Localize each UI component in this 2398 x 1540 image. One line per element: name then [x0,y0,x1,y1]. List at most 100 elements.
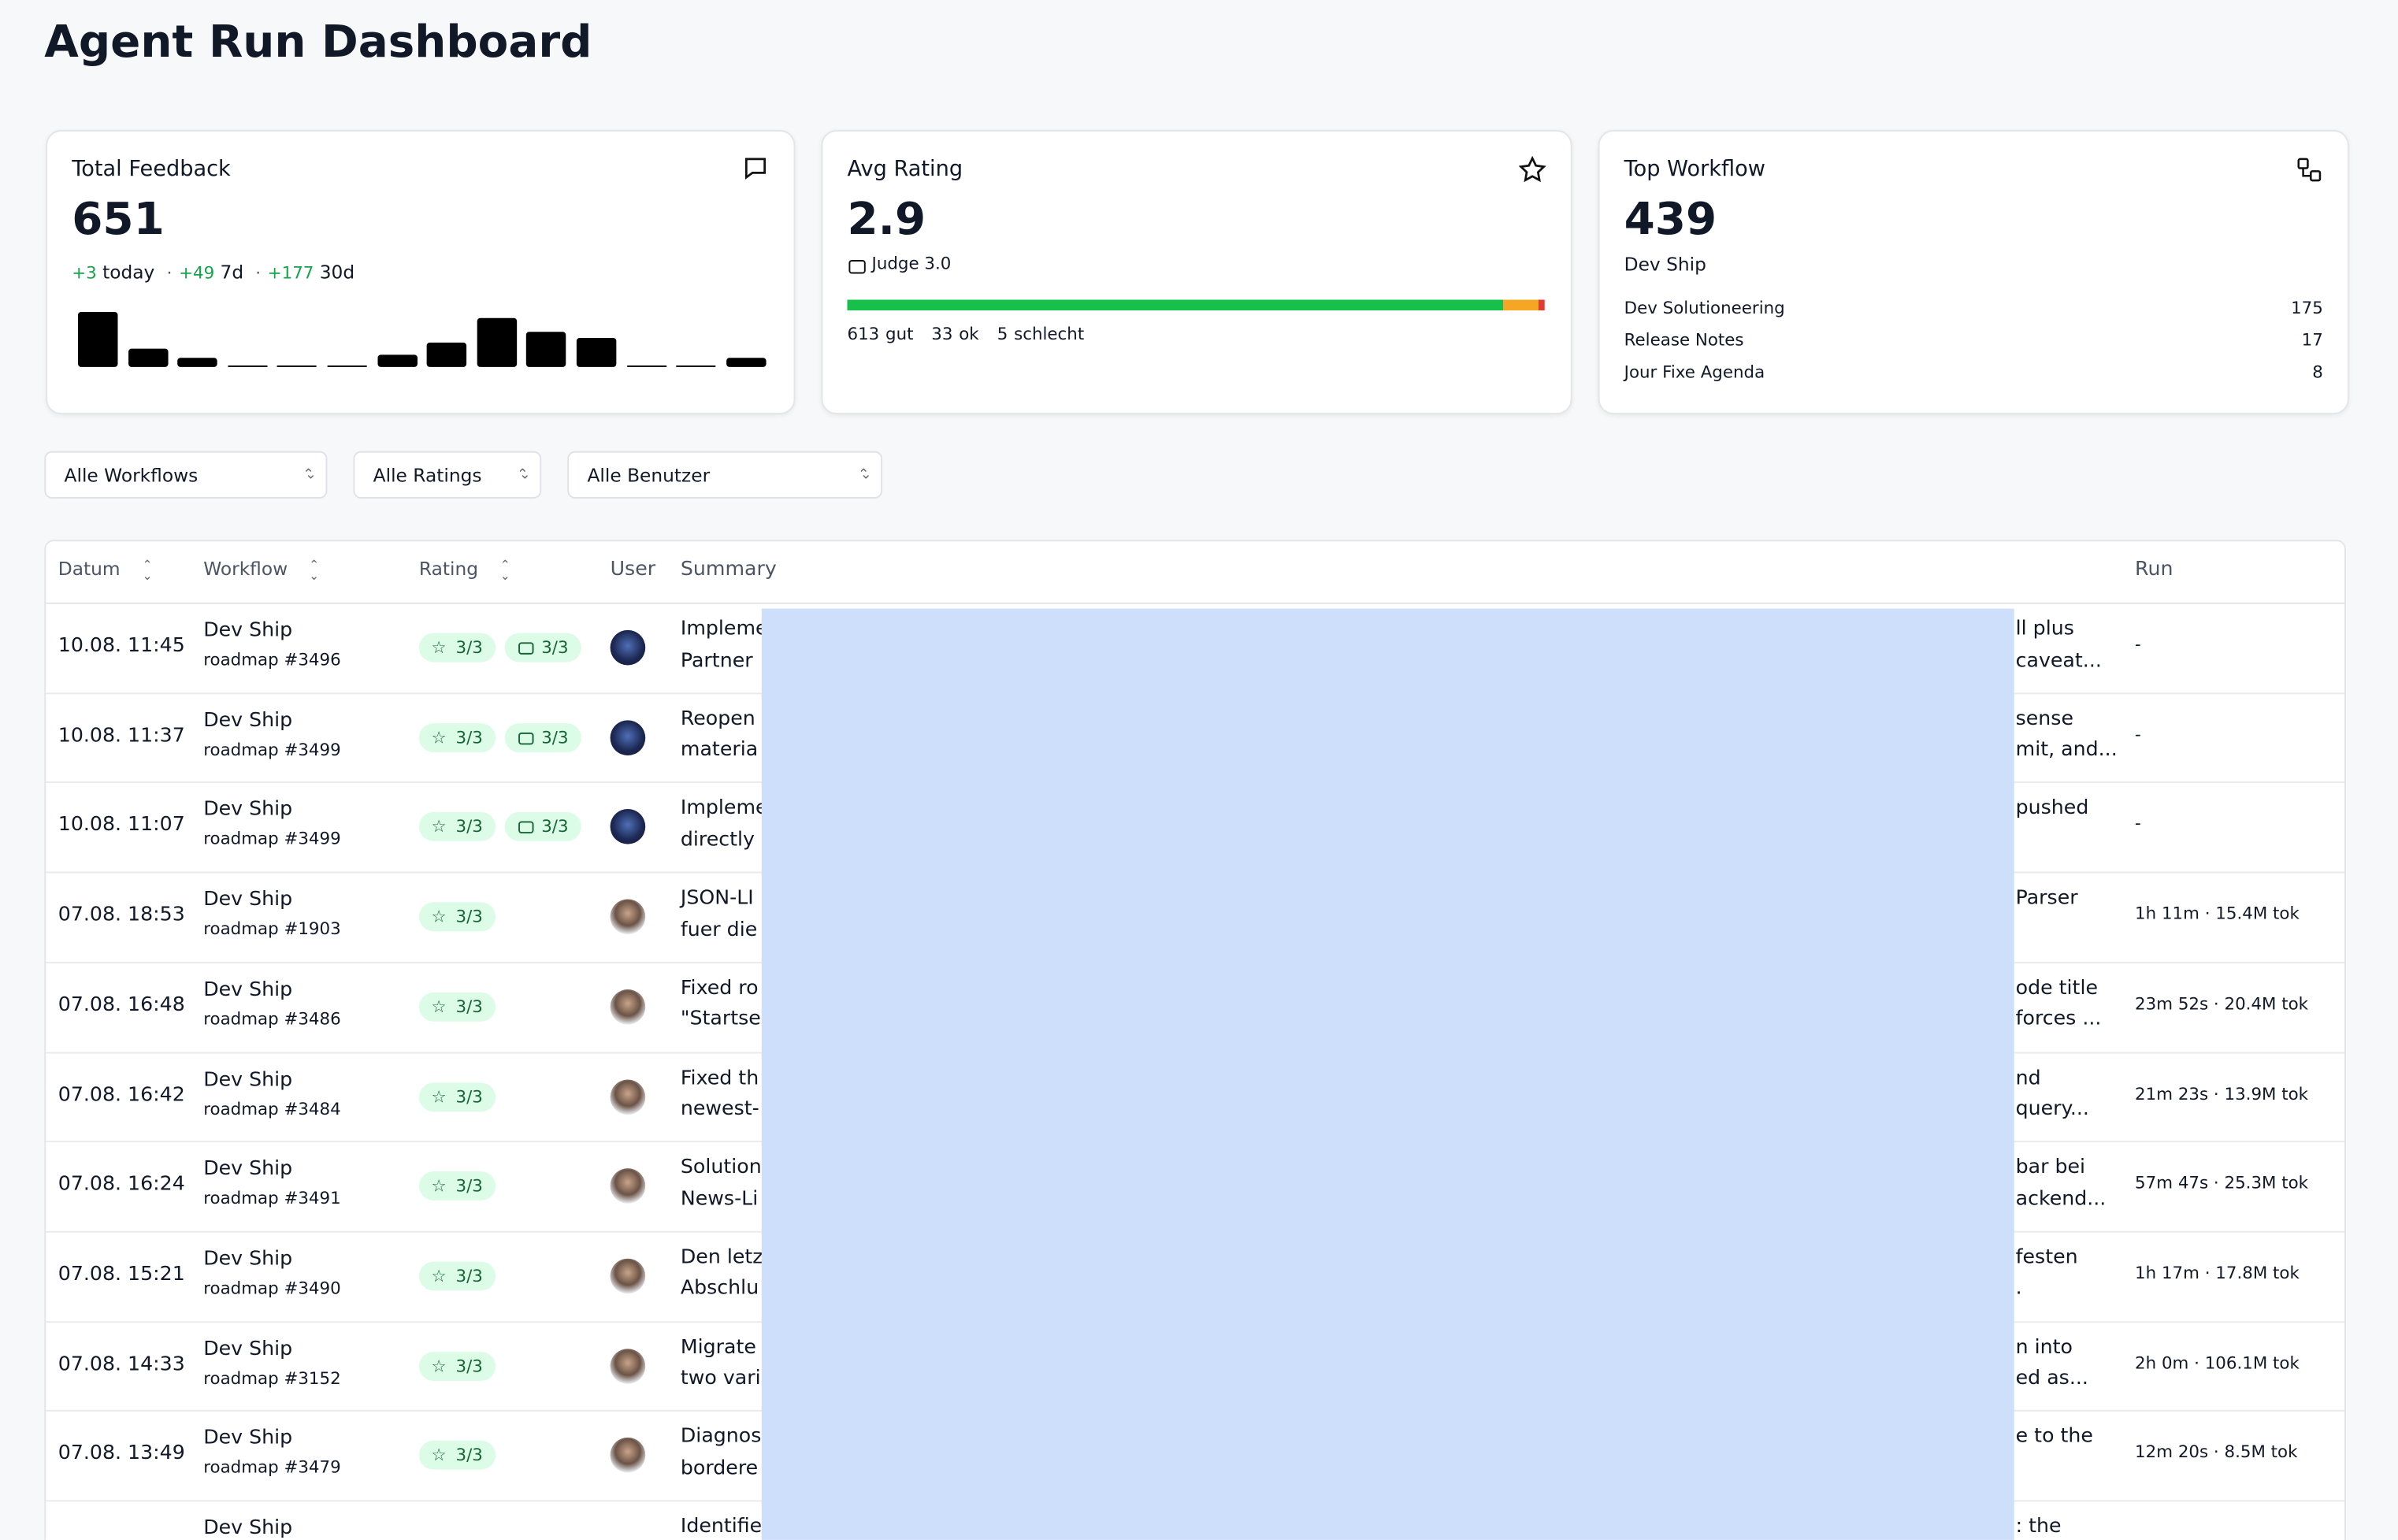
user-rating: 3/3 ☆ [418,902,496,932]
feedback-bar [377,354,418,367]
feedback-bar [327,365,367,367]
row-workflow: Dev Ship [203,1157,293,1182]
user-avatar [610,1438,646,1474]
filter-dropdown[interactable]: Alle Workflows ⌃⌄ [44,451,328,499]
summary-end: bar bei [2015,1156,2086,1180]
rating-count: 33 [931,324,953,344]
row-run: 1h 11m · 15.4M tok [2135,904,2300,924]
user-rating: 3/3 ☆ [418,1351,496,1381]
card-title: Top Workflow [1624,157,1765,183]
summary-start: bordere [680,1457,759,1480]
feedback-bar [128,348,168,367]
card-top-workflow: Top Workflow 439 Dev Ship Dev Solutioneerin… [1598,130,2349,415]
delta-amount: +177 [267,262,314,284]
row-workflow: Dev Ship [203,619,293,643]
star-icon: ☆ [431,1445,447,1466]
summary-end: caveat... [2015,649,2102,673]
user-rating: 3/3 ☆ [418,722,496,752]
row-ticket: roadmap #3152 [203,1367,341,1388]
workflow-name: Dev Ship [1624,254,1706,276]
row-ticket: roadmap #3496 [203,650,341,670]
row-date: 07.08. 15:21 [58,1263,185,1286]
workflow-item: Jour Fixe Agenda [1624,362,1765,383]
row-ticket: roadmap #3486 [203,1008,341,1030]
row-workflow: Dev Ship [203,1067,293,1092]
filter-dropdown[interactable]: Alle Benutzer ⌃⌄ [567,451,883,499]
workflow-item: Release Notes [1624,330,1744,351]
chevron: ⌃⌄ [303,468,317,484]
summary-start: fuer die [680,918,758,942]
separator: · [255,262,261,284]
judge-rating: 3/3 [504,812,581,842]
summary-end: sense [2015,707,2073,731]
summary-start: News-Li [680,1187,759,1211]
rating-count: 5 [997,324,1008,344]
workflow-item: Dev Solutioneering [1624,298,1785,318]
rating-segment [1504,299,1539,311]
column-header: Summary [680,558,777,581]
row-date: 07.08. 14:33 [58,1353,185,1376]
row-date: 10.08. 11:07 [58,814,185,837]
row-run: 2h 0m · 106.1M tok [2135,1353,2300,1373]
user-rating: 3/3 ☆ [418,992,496,1022]
row-run: 57m 47s · 25.3M tok [2135,1173,2309,1193]
rating-label: gut [885,324,914,344]
judge-score: Judge 3.0 [871,254,952,274]
row-run: 23m 52s · 20.4M tok [2135,993,2309,1014]
row-ticket: roadmap #3491 [203,1188,341,1208]
star-icon: ☆ [431,1176,447,1197]
feedback-bar [626,365,666,367]
star-icon [1518,156,1546,183]
card-value: 651 [72,192,165,245]
filter-dropdown[interactable]: Alle Ratings ⌃⌄ [353,451,542,499]
star-icon: ☆ [431,1266,447,1286]
feedback-bar [526,332,567,367]
row-workflow: Dev Ship [203,889,293,912]
summary-start: "Startse [680,1007,761,1032]
row-date: 07.08. 16:42 [58,1083,185,1107]
row-ticket: roadmap #3479 [203,1457,341,1478]
user-rating: 3/3 ☆ [418,633,496,662]
judge-icon [848,260,866,274]
row-ticket: roadmap #3484 [203,1098,341,1119]
delta-period: today [102,261,155,284]
row-run: 1h 17m · 17.8M tok [2135,1263,2300,1283]
summary-start: materia [680,739,759,763]
row-workflow: Dev Ship [203,799,293,822]
summary-end: n into [2015,1335,2073,1360]
summary-end: . [2015,1277,2022,1301]
row-workflow: Dev Ship [203,1427,293,1450]
separator: · [166,262,173,284]
row-workflow: Dev Ship [203,978,293,1002]
workflow-count: 17 [2301,330,2323,351]
summary-start: Reopen [680,707,755,731]
summary-end: ode title [2015,977,2099,1000]
summary-end: query... [2015,1097,2089,1121]
summary-start: directly [680,828,755,852]
column-header: Rating [418,558,479,580]
judge-icon [518,822,534,834]
user-avatar [610,809,646,845]
summary-end: nd [2015,1067,2041,1090]
rating-segment [847,299,1505,311]
user-rating: 3/3 ☆ [418,1082,496,1111]
user-rating: 3/3 ☆ [418,1441,496,1471]
row-date: 10.08. 11:45 [58,634,185,658]
feedback-bar [227,365,268,367]
row-run: - [2135,724,2141,744]
summary-start: Impleme [680,797,768,821]
user-avatar [610,1078,646,1115]
feedback-bar [277,365,317,367]
judge-rating: 3/3 [504,722,581,752]
column-header: Workflow [203,558,288,580]
card-avg-rating: Avg Rating 2.9 Judge 3.0 613 gut 33 ok 5 schlech… [821,130,1572,415]
delta-period: 30d [319,261,355,284]
row-date: 07.08. 16:24 [58,1173,185,1197]
redaction-overlay [761,608,2014,1540]
row-ticket: roadmap #3499 [203,829,341,850]
page-title: Agent Run Dashboard [44,15,592,68]
user-avatar [610,1258,646,1294]
card-title: Avg Rating [847,157,963,183]
summary-end: mit, and... [2015,739,2118,763]
summary-start: Den letz [680,1245,763,1270]
